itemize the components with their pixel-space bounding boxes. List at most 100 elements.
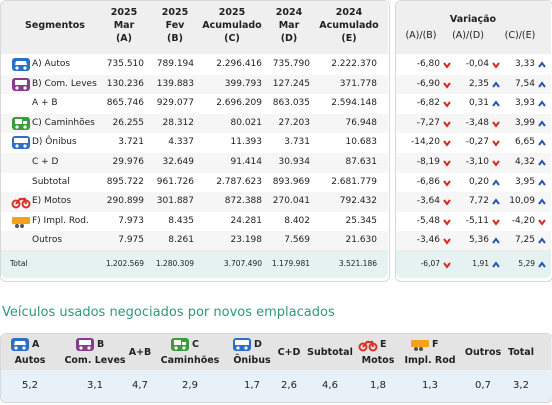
chevron — [538, 120, 546, 127]
cell: 961.726 — [156, 176, 194, 187]
column-value: 4,6 — [322, 380, 338, 391]
column-label: Subtotal — [307, 347, 353, 358]
column-header: (D) — [280, 33, 298, 44]
wheel — [23, 85, 27, 90]
wheel — [15, 125, 19, 129]
cell: 789.194 — [156, 59, 194, 69]
down-arrow — [492, 62, 500, 69]
variation-cell: -5,11 — [465, 215, 489, 226]
wheel — [15, 66, 19, 70]
row-band — [1, 153, 388, 173]
cell: 8.435 — [168, 215, 194, 226]
variation-cell: -14,20 — [410, 137, 440, 148]
cell: 3.731 — [284, 137, 310, 148]
cell: 290.899 — [106, 196, 144, 207]
cell: 91.414 — [230, 157, 263, 167]
cell: 30.934 — [278, 157, 311, 167]
row-band — [396, 113, 551, 134]
row-band — [396, 74, 551, 95]
window — [235, 340, 249, 345]
body — [12, 216, 30, 224]
cell: 1.202.569 — [105, 259, 144, 268]
up-arrow — [538, 100, 546, 107]
cell: 76.948 — [345, 117, 378, 128]
column-value: 4,7 — [132, 380, 148, 391]
variation-cell: 7,54 — [514, 78, 535, 89]
up-arrow — [538, 178, 546, 186]
variation-cell: 5,29 — [518, 259, 535, 268]
chevron — [492, 261, 500, 268]
cell: 21.630 — [345, 235, 378, 246]
column-header: Segmentos — [25, 20, 85, 31]
down-arrow — [492, 140, 500, 148]
variation-cell: 6,65 — [514, 137, 535, 148]
van-icon — [76, 338, 94, 351]
down-arrow — [443, 219, 451, 226]
column-value: 5,2 — [22, 380, 38, 391]
variation-cell: -7,27 — [416, 117, 440, 128]
up-arrow — [538, 120, 546, 127]
column-value: 0,7 — [475, 380, 491, 391]
cell: 7.569 — [284, 235, 310, 246]
variation-cell: 7,25 — [514, 235, 535, 246]
row-band — [396, 192, 551, 212]
window — [14, 341, 26, 345]
total-band — [396, 250, 551, 278]
wheel — [15, 144, 19, 148]
down-arrow — [443, 62, 451, 69]
cell: 8.261 — [168, 235, 194, 246]
chevron — [443, 219, 451, 226]
row-band — [1, 192, 388, 212]
wheel — [20, 223, 24, 228]
chevron — [443, 140, 451, 148]
column-header: 2024 — [335, 7, 363, 18]
row-band — [1, 74, 388, 95]
bus-icon — [12, 136, 30, 150]
cell: 865.746 — [106, 98, 144, 109]
wheel — [236, 346, 240, 350]
column-letter: A — [32, 339, 40, 350]
column-header: Mar — [278, 20, 300, 31]
chevron — [492, 121, 500, 128]
variation-cell: -8,19 — [416, 157, 440, 167]
wheel — [419, 347, 423, 351]
trailer-icon — [12, 216, 30, 228]
column-label: Ônibus — [233, 355, 271, 366]
cell: 2.696.209 — [216, 98, 262, 109]
wheel — [174, 346, 178, 350]
column-letter: F — [432, 339, 439, 350]
down-arrow — [443, 140, 451, 148]
down-arrow — [443, 199, 451, 206]
column-value: 3,2 — [513, 380, 529, 391]
truck-icon — [12, 116, 30, 130]
column-letter: C — [192, 339, 199, 350]
down-arrow — [443, 101, 451, 108]
cell: 2.787.623 — [216, 176, 262, 187]
chevron — [443, 101, 451, 108]
wheel — [182, 346, 186, 350]
up-arrow — [492, 237, 500, 244]
cell: 8.402 — [284, 215, 310, 226]
trailer-icon — [411, 340, 429, 351]
up-arrow — [538, 139, 546, 146]
wheel — [23, 125, 27, 129]
chevron — [538, 237, 546, 244]
row-label: B) Com. Leves — [32, 78, 97, 89]
column-letter: E — [380, 339, 387, 350]
column-label: Motos — [361, 355, 395, 366]
car-icon — [12, 58, 30, 71]
chevron — [492, 237, 500, 244]
column-label: A+B — [128, 347, 152, 358]
column-header: Acumulado — [202, 20, 262, 31]
variation-header: (C)/(E) — [504, 30, 536, 41]
variation-cell: 3,99 — [514, 117, 535, 128]
cell: 2.296.416 — [216, 59, 262, 69]
chevron — [443, 179, 451, 187]
variation-cell: 3,93 — [514, 98, 535, 109]
variation-cell: -3,48 — [465, 117, 489, 128]
chevron — [538, 261, 546, 268]
cell: 4.337 — [168, 137, 194, 148]
row-label: Outros — [32, 235, 63, 246]
row-label: Total — [10, 259, 28, 268]
cell: 895.722 — [106, 176, 144, 187]
